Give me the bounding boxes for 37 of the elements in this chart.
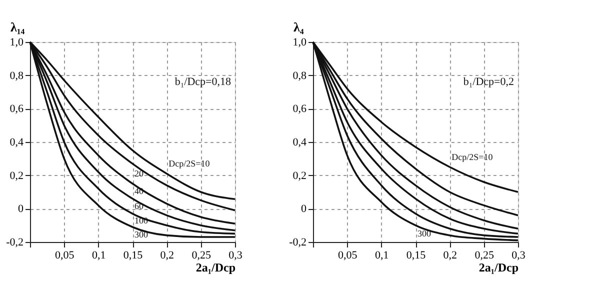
- x-tick-label: 0,3: [228, 250, 243, 262]
- y-tick-label: 0,8: [292, 70, 307, 82]
- x-tick-label: 0,05: [55, 250, 75, 262]
- x-tick-label: 0,2: [160, 250, 174, 262]
- y-tick-label: -0,2: [6, 236, 24, 248]
- series-label: 300: [418, 228, 432, 239]
- x-tick-label: 0,2: [443, 250, 458, 262]
- y-tick-label: 0,6: [10, 103, 24, 116]
- x-tick-label: 0,1: [92, 250, 106, 262]
- y-tick-label: 0,4: [10, 136, 24, 148]
- annotation: b₁/Dср=0,18: [174, 76, 232, 88]
- x-tick-label: 0,3: [512, 250, 526, 262]
- x-axis-title: 2a₁/Dср: [196, 260, 236, 274]
- y-tick-label: 0,2: [10, 170, 24, 182]
- y-axis-title: λ₁₄: [10, 20, 25, 34]
- x-tick-label: 0,25: [474, 250, 494, 262]
- x-axis-title: 2a₁/Dср: [478, 260, 519, 274]
- y-tick-label: 0,4: [292, 136, 307, 148]
- y-tick-label: 0,2: [292, 170, 306, 182]
- y-tick-label: 0: [301, 203, 307, 216]
- y-tick-label: 0,6: [292, 103, 307, 116]
- x-tick-label: 0,05: [338, 250, 358, 262]
- y-tick-label: -0,2: [289, 236, 306, 248]
- series-label: Dср/2S=10: [452, 152, 494, 162]
- y-tick-label: 1,0: [10, 36, 24, 48]
- series-label: 300: [134, 230, 148, 240]
- y-tick-label: 0,8: [10, 70, 24, 82]
- y-tick-label: 0: [18, 203, 24, 216]
- x-tick-label: 0,15: [123, 250, 144, 262]
- series-label: 20: [134, 168, 144, 179]
- x-tick-label: 0,25: [192, 250, 212, 262]
- y-axis-title: λ₄: [294, 20, 304, 34]
- series-label: Dср/2S=10: [168, 158, 210, 169]
- x-tick-label: 0,15: [406, 250, 426, 262]
- y-tick-label: 1,0: [292, 36, 307, 48]
- x-tick-label: 0,1: [374, 250, 389, 262]
- annotation: b₁/Dср=0,2: [463, 76, 514, 88]
